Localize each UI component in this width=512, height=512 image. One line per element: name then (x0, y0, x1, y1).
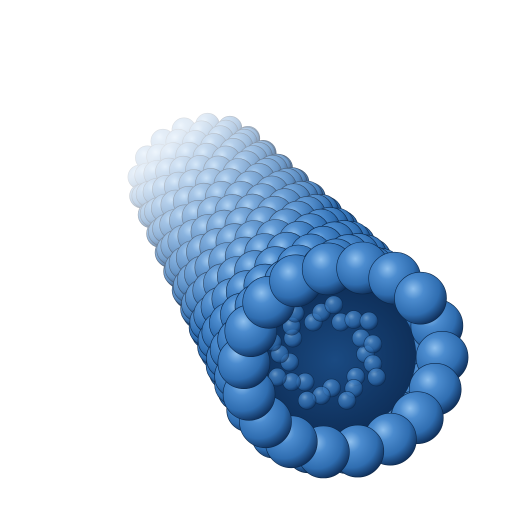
depth-fog (0, 0, 512, 512)
nanotube-atoms (0, 0, 512, 512)
nanotube-render (0, 0, 512, 512)
nanotube-model (0, 0, 512, 512)
